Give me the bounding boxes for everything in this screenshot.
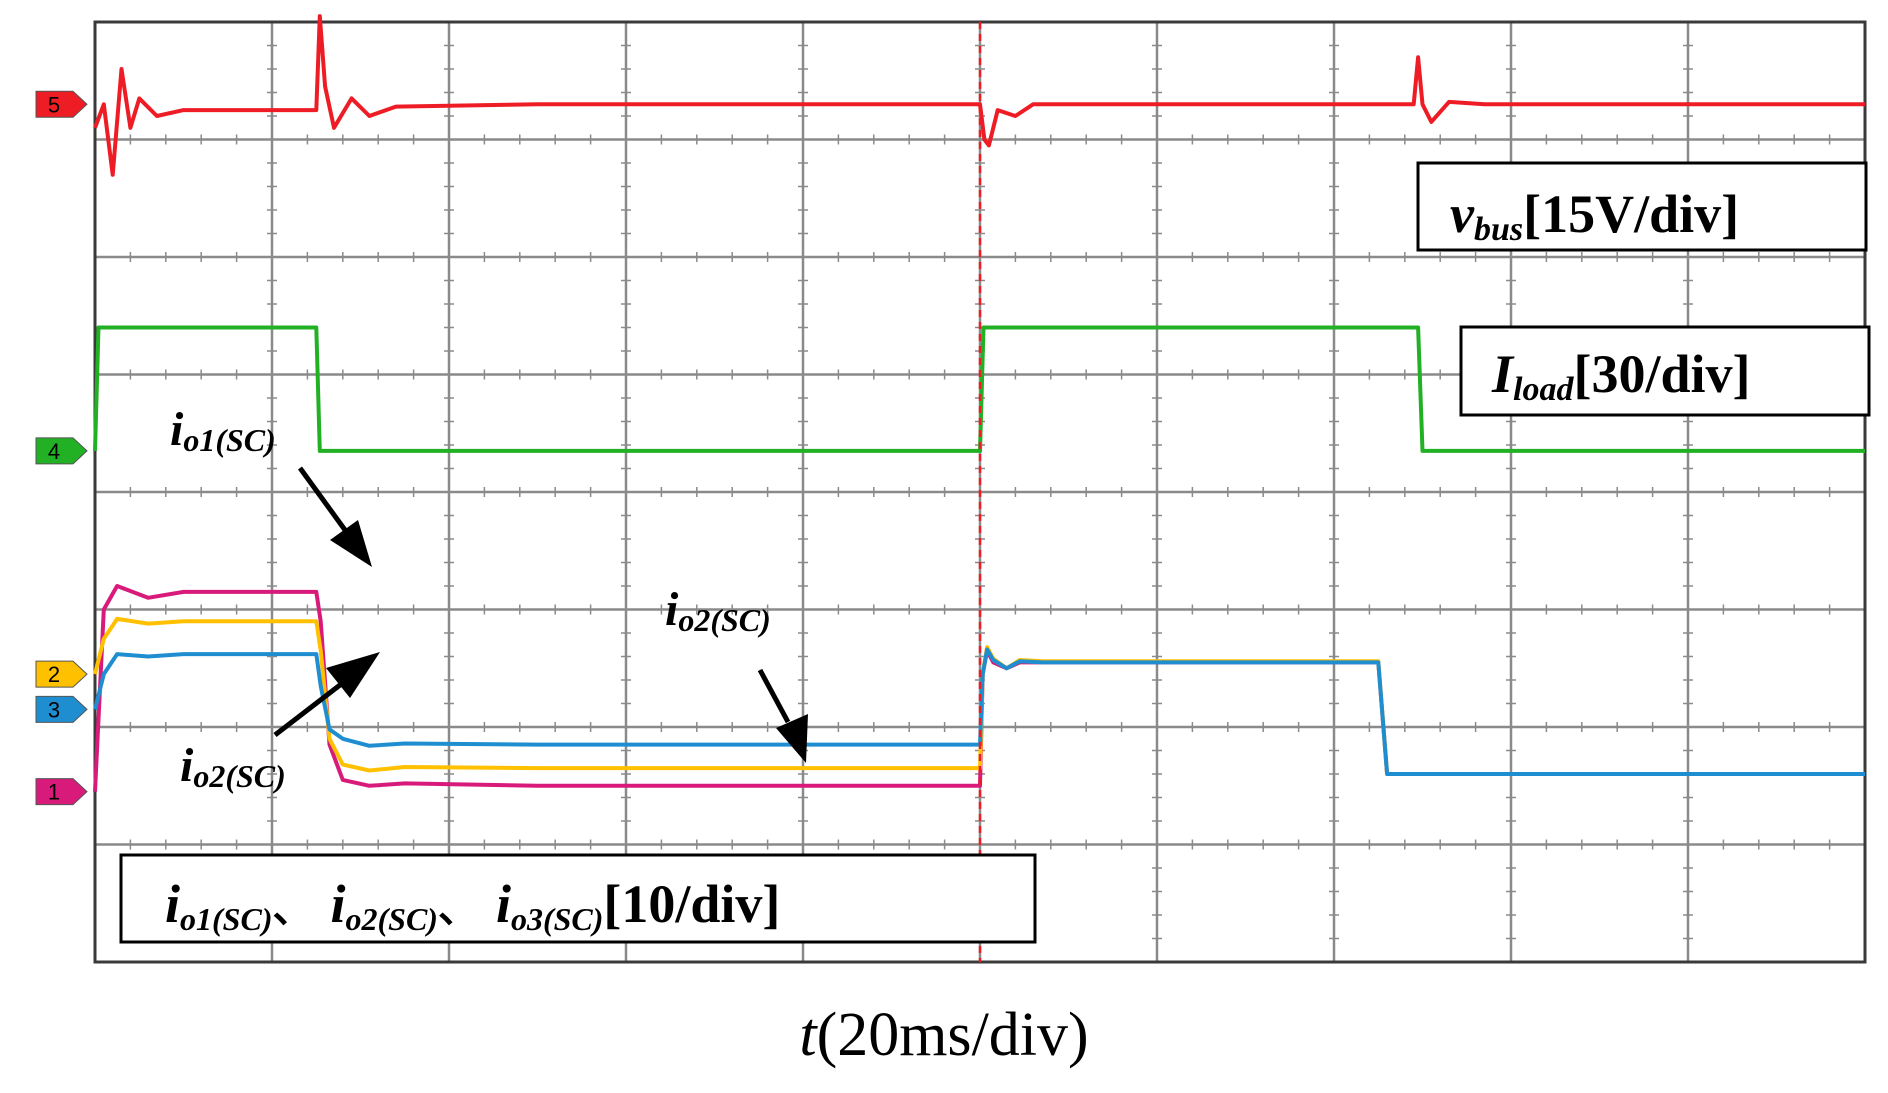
channel-marker-4: 4 [35,437,88,465]
svg-text:io2(SC): io2(SC) [665,583,771,638]
channel-marker-label: 5 [48,92,60,117]
svg-text:Iload[30/div]: Iload[30/div] [1491,344,1750,408]
traces [93,14,1865,792]
io2-annotation-left: io2(SC) [180,652,380,794]
channel-marker-3: 3 [35,695,88,723]
channel-marker-5: 5 [35,90,88,118]
channel-marker-2: 2 [35,660,88,688]
iload-label-box: Iload[30/div] [1459,325,1871,417]
iload-subscript: load [1513,371,1574,408]
iload-scale: [30/div] [1573,344,1750,404]
trace-ch3 [93,647,1865,776]
channel-marker-label: 4 [48,439,60,464]
vbus-scale: [15V/div] [1523,184,1739,244]
svg-text:io1(SC)、io2(SC)、io3(SC)[10/div: io1(SC)、 io2(SC)、 io3(SC)[10/div] [165,874,780,937]
vbus-subscript: bus [1474,211,1523,248]
channel-marker-label: 1 [48,780,60,805]
vbus-label-box: vbus[15V/div] [1416,161,1868,252]
trace-ch4 [93,325,1865,453]
x-axis-label: t(20ms/div) [799,1001,1088,1069]
svg-text:vbus[15V/div]: vbus[15V/div] [1450,184,1739,248]
channel-marker-label: 2 [48,662,60,687]
svg-text:io1(SC): io1(SC) [170,403,276,458]
io1-annotation: io1(SC) [170,403,372,567]
current-label-box: io1(SC)、 io2(SC)、 io3(SC)[10/div] [119,853,1037,944]
io2-annotation-right: io2(SC) [665,583,808,763]
trace-ch5 [93,14,1865,177]
iload-symbol: I [1491,344,1515,404]
channel-marker-label: 3 [48,697,60,722]
vbus-symbol: v [1450,184,1475,244]
svg-text:io2(SC): io2(SC) [180,739,286,794]
channel-markers: 5 4 2 3 1 [35,90,88,806]
channel-marker-1: 1 [35,778,88,806]
